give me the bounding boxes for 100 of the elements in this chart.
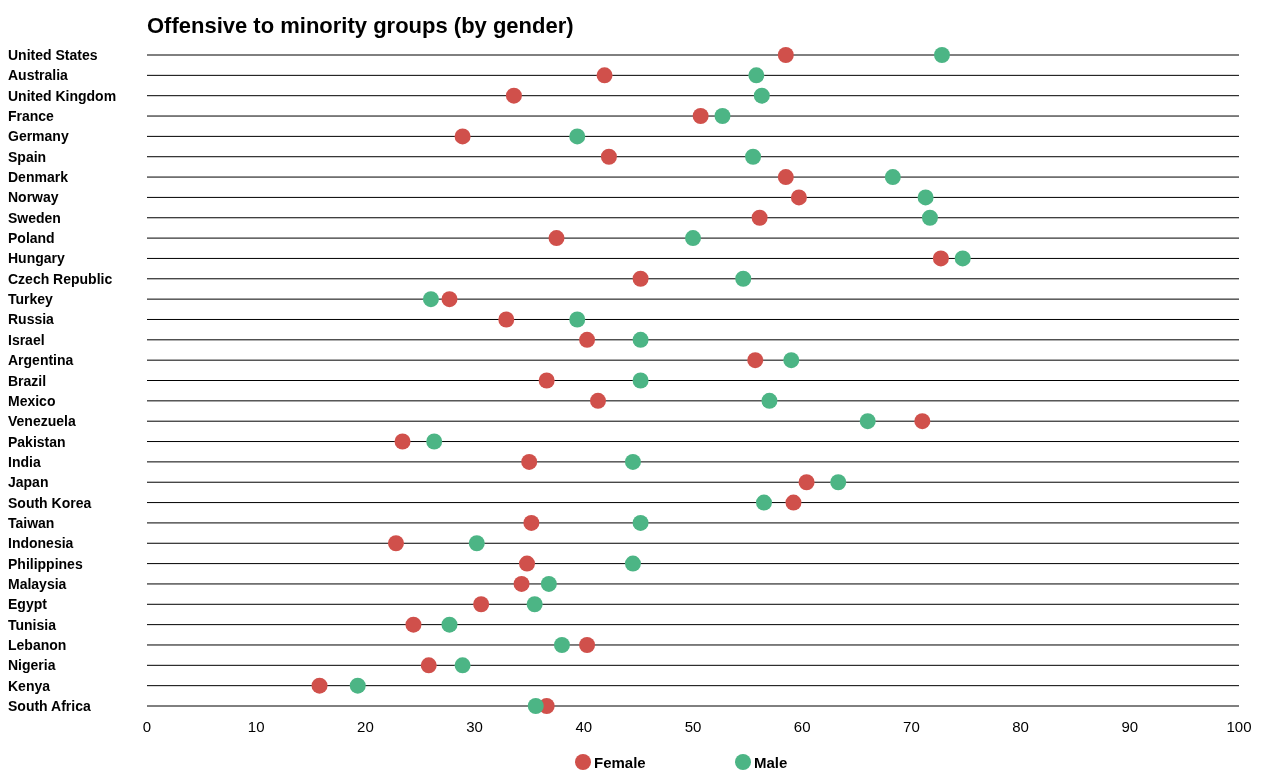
- point: [921, 209, 938, 226]
- point: [783, 352, 800, 369]
- y-tick-label: South Africa: [8, 698, 91, 714]
- y-tick-label: Taiwan: [8, 514, 55, 531]
- point: [519, 555, 536, 572]
- y-tick-label: Pakistan: [8, 433, 66, 450]
- point: [590, 392, 606, 409]
- point: [884, 169, 901, 186]
- point: [753, 87, 770, 104]
- point: [751, 209, 768, 226]
- y-tick-label: United Kingdom: [8, 87, 117, 104]
- x-tick-label: 30: [466, 718, 483, 735]
- point: [745, 148, 762, 165]
- point: [311, 677, 328, 694]
- point: [405, 616, 422, 633]
- point: [933, 47, 950, 63]
- point: [632, 270, 649, 287]
- y-tick-label: Brazil: [8, 372, 47, 389]
- y-tick-label: India: [8, 453, 41, 470]
- y-tick-label: South Korea: [8, 494, 92, 511]
- point: [685, 230, 701, 247]
- legend-label: Male: [754, 754, 788, 771]
- point: [420, 657, 437, 674]
- point: [454, 128, 471, 145]
- x-tick-label: 90: [1121, 718, 1139, 735]
- point: [624, 555, 641, 572]
- point: [748, 67, 765, 84]
- x-tick-label: 10: [247, 718, 265, 735]
- point: [692, 108, 709, 125]
- point: [914, 413, 931, 430]
- point: [917, 189, 934, 206]
- y-tick-label: Venezuela: [8, 413, 76, 430]
- point: [426, 433, 443, 450]
- point: [798, 474, 815, 491]
- x-tick-label: 80: [1012, 718, 1029, 735]
- point: [538, 372, 555, 389]
- legend-label: Female: [594, 754, 646, 771]
- y-tick-label: Turkey: [8, 291, 54, 308]
- point: [954, 250, 971, 267]
- y-tick-label: Argentina: [8, 352, 74, 369]
- point: [521, 453, 538, 470]
- point: [747, 352, 764, 369]
- x-tick-label: 0: [142, 718, 152, 735]
- point: [859, 413, 876, 430]
- point: [387, 535, 404, 552]
- x-tick-label: 50: [684, 718, 702, 735]
- point: [498, 311, 515, 328]
- x-tick-label: 70: [903, 718, 920, 735]
- y-tick-label: Denmark: [8, 169, 69, 186]
- y-tick-label: Malaysia: [8, 575, 67, 592]
- y-tick-label: Germany: [8, 128, 69, 145]
- y-tick-label: Japan: [8, 474, 49, 491]
- y-tick-label: Tunisia: [8, 616, 57, 633]
- point: [513, 575, 530, 592]
- point: [735, 270, 752, 287]
- point: [349, 677, 366, 694]
- point: [523, 514, 540, 531]
- point: [777, 169, 794, 186]
- point: [553, 636, 570, 653]
- point: [624, 453, 641, 470]
- point: [422, 291, 439, 308]
- y-tick-label: Israel: [8, 331, 45, 348]
- y-tick-label: Australia: [8, 67, 69, 84]
- point: [394, 433, 411, 450]
- y-tick-label: Hungary: [8, 250, 65, 267]
- point: [505, 87, 522, 104]
- y-tick-label: Czech Republic: [8, 270, 113, 287]
- point: [526, 596, 543, 613]
- point: [790, 189, 807, 206]
- y-tick-label: Kenya: [8, 677, 51, 694]
- point: [632, 514, 649, 531]
- point: [755, 494, 772, 511]
- point: [632, 331, 649, 348]
- y-tick-label: Philippines: [8, 555, 83, 572]
- x-tick-label: 60: [793, 718, 811, 735]
- point: [830, 474, 847, 491]
- x-tick-label: 100: [1226, 718, 1252, 735]
- point: [579, 331, 596, 348]
- point: [527, 698, 544, 714]
- point: [548, 230, 565, 247]
- y-tick-label: Egypt: [8, 596, 48, 613]
- y-tick-label: Mexico: [8, 392, 56, 409]
- point: [785, 494, 802, 511]
- y-tick-label: France: [8, 108, 55, 125]
- y-tick-label: Russia: [8, 311, 55, 328]
- point: [777, 47, 794, 63]
- x-tick-label: 40: [575, 718, 593, 735]
- chart-title: Offensive to minority groups (by gender): [147, 13, 574, 38]
- y-tick-label: Spain: [8, 148, 47, 165]
- point: [441, 291, 458, 308]
- point: [441, 616, 458, 633]
- x-tick-label: 20: [357, 718, 374, 735]
- point: [714, 108, 731, 125]
- y-tick-label: Sweden: [8, 209, 61, 226]
- y-tick-label: Indonesia: [8, 535, 74, 552]
- point: [454, 657, 471, 674]
- point: [569, 311, 586, 328]
- y-tick-label: Norway: [8, 189, 59, 206]
- point: [473, 596, 490, 613]
- point: [600, 148, 617, 165]
